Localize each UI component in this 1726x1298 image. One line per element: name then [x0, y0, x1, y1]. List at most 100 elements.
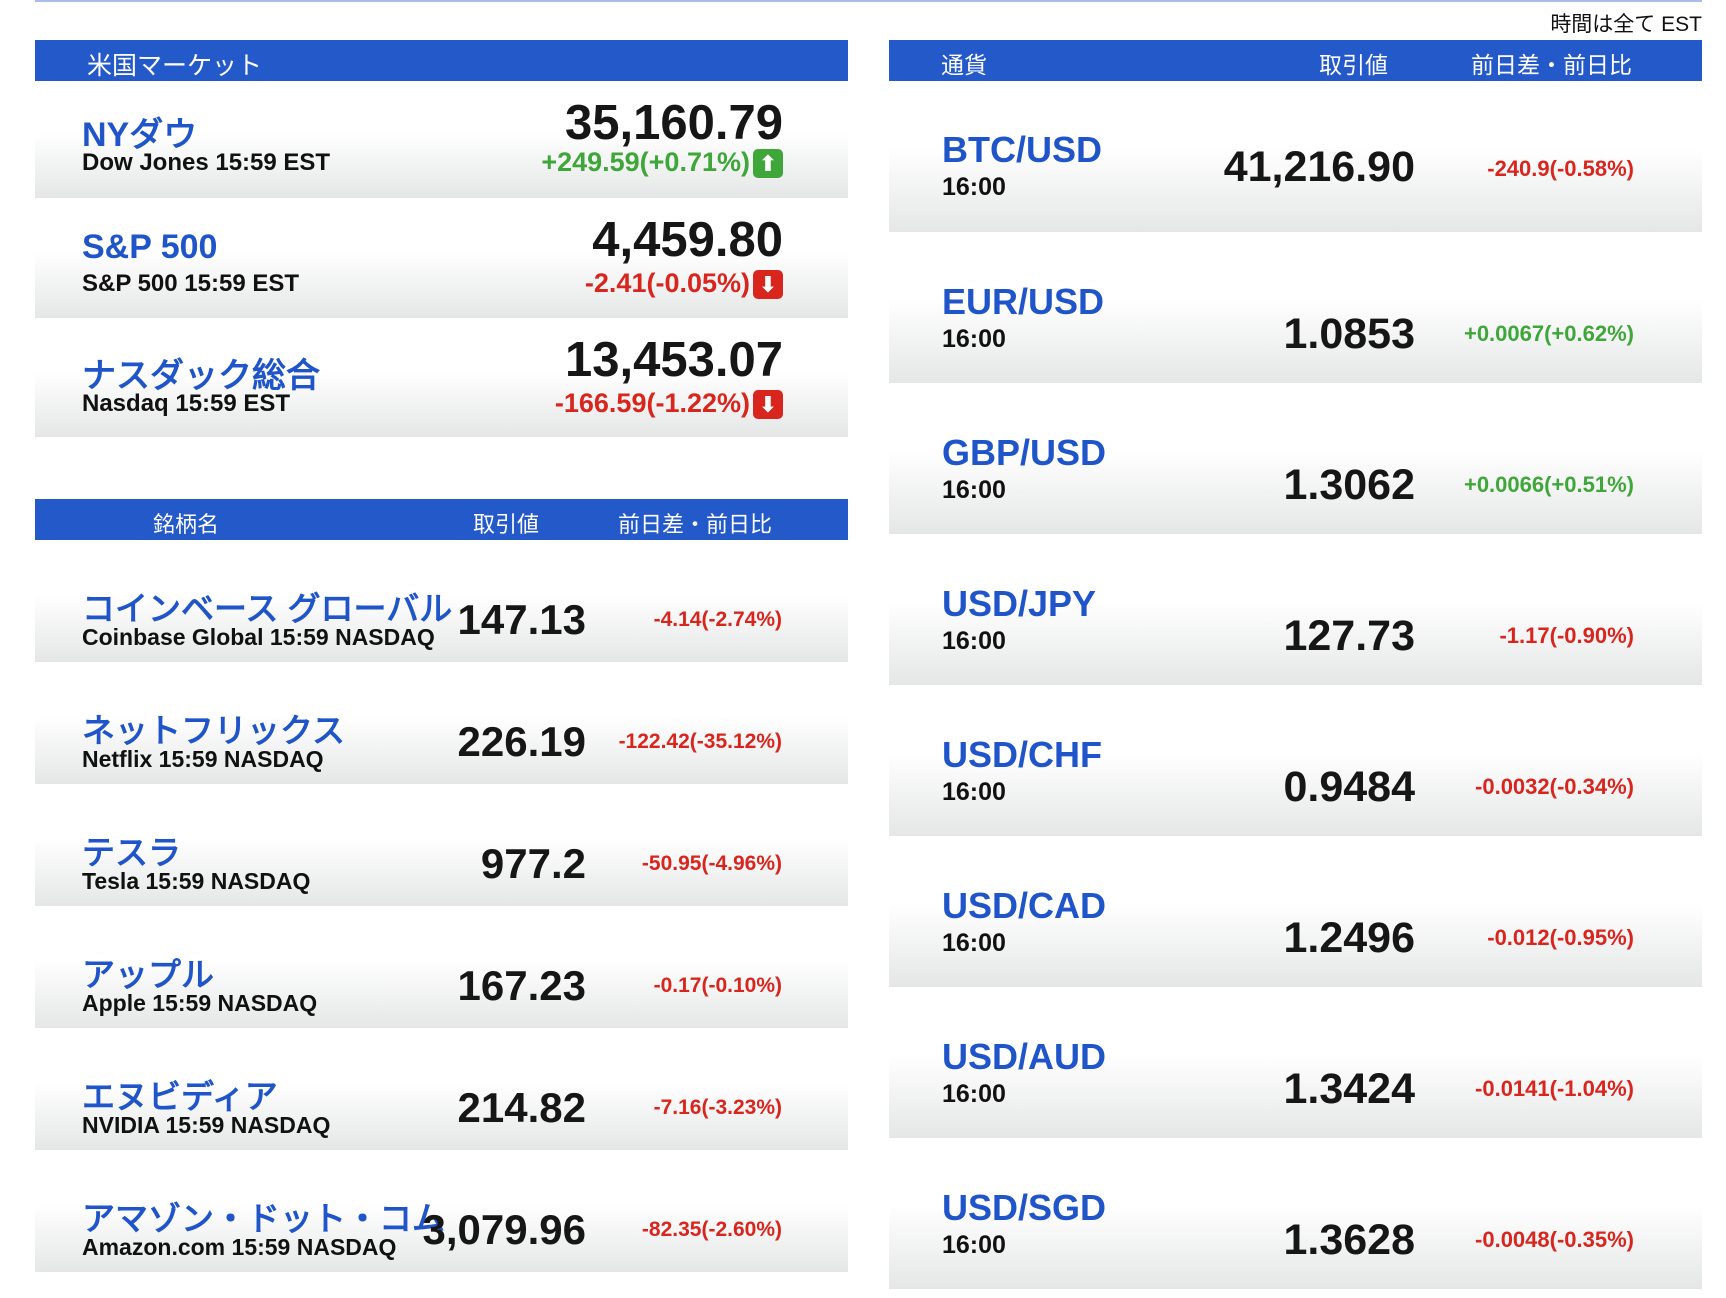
fx-time: 16:00 [942, 1080, 1006, 1108]
index-value: 4,459.80 [592, 213, 783, 267]
stock-row[interactable]: テスラ Tesla 15:59 NASDAQ 977.2 -50.95(-4.96%) [35, 784, 848, 906]
fx-time: 16:00 [942, 627, 1006, 655]
stock-name[interactable]: アップル [82, 956, 214, 993]
fx-value: 41,216.90 [1223, 143, 1415, 191]
fx-row[interactable]: USD/SGD 16:00 1.3628 -0.0048(-0.35%) [889, 1138, 1702, 1289]
fx-row[interactable]: EUR/USD 16:00 1.0853 +0.0067(+0.62%) [889, 232, 1702, 383]
index-row[interactable]: S&P 500 S&P 500 15:59 EST 4,459.80 -2.41(-0… [35, 198, 848, 318]
index-name[interactable]: ナスダック総合 [82, 357, 320, 395]
fx-time: 16:00 [942, 325, 1006, 353]
stock-change: -7.16(-3.23%) [653, 1096, 782, 1119]
index-change: +249.59(+0.71%) ⬆ [541, 147, 783, 179]
fx-change: -0.0032(-0.34%) [1475, 774, 1634, 799]
stock-row[interactable]: エヌビディア NVIDIA 15:59 NASDAQ 214.82 -7.16(-3.… [35, 1028, 848, 1150]
index-value: 13,453.07 [565, 333, 783, 387]
fx-pair[interactable]: USD/CAD [942, 885, 1107, 926]
index-change: -2.41(-0.05%) ⬇ [584, 268, 783, 300]
index-name[interactable]: S&P 500 [82, 228, 218, 266]
fx-change: +0.0067(+0.62%) [1463, 321, 1634, 346]
fx-row[interactable]: GBP/USD 16:00 1.3062 +0.0066(+0.51%) [889, 383, 1702, 534]
timezone-note: 時間は全て EST [1550, 13, 1702, 36]
fx-change: -240.9(-0.58%) [1487, 156, 1634, 181]
fx-panel: 通貨 取引値 前日差・前日比 BTC/USD 16:00 41,216.90 -240… [889, 40, 1702, 1289]
fx-value: 1.3628 [1283, 1216, 1415, 1264]
fx-row[interactable]: USD/JPY 16:00 127.73 -1.17(-0.90%) [889, 534, 1702, 685]
fx-pair[interactable]: USD/AUD [942, 1036, 1107, 1077]
top-divider [35, 0, 1702, 2]
arrow-up-icon: ⬆ [753, 149, 783, 179]
stock-subtitle: Amazon.com 15:59 NASDAQ [82, 1234, 397, 1260]
stock-name[interactable]: コインベース グローバル [82, 590, 453, 627]
fx-value: 1.2496 [1283, 914, 1415, 962]
index-subtitle: S&P 500 15:59 EST [82, 270, 300, 297]
us-market-panel: 米国マーケット NYダウ Dow Jones 15:59 EST 35,160.79… [35, 40, 848, 437]
fx-pair[interactable]: EUR/USD [942, 281, 1105, 322]
stock-change: -122.42(-35.12%) [618, 730, 782, 753]
stock-subtitle: Tesla 15:59 NASDAQ [82, 868, 311, 894]
index-subtitle: Nasdaq 15:59 EST [82, 390, 291, 417]
fx-header: 通貨 取引値 前日差・前日比 [889, 40, 1702, 81]
stock-value: 977.2 [480, 840, 586, 887]
stock-row[interactable]: コインベース グローバル Coinbase Global 15:59 NASDAQ… [35, 540, 848, 662]
stock-row[interactable]: アマゾン・ドット・コム Amazon.com 15:59 NASDAQ 3,079.… [35, 1150, 848, 1272]
stock-value: 167.23 [457, 962, 586, 1009]
stock-change: -4.14(-2.74%) [653, 608, 782, 631]
stock-name[interactable]: エヌビディア [82, 1078, 278, 1115]
stock-subtitle: Coinbase Global 15:59 NASDAQ [82, 624, 435, 650]
stocks-header: 銘柄名 取引値 前日差・前日比 [35, 499, 848, 540]
stock-subtitle: NVIDIA 15:59 NASDAQ [82, 1112, 331, 1138]
stock-value: 3,079.96 [422, 1206, 587, 1253]
fx-value: 1.3062 [1283, 461, 1415, 509]
stock-name[interactable]: ネットフリックス [82, 712, 346, 749]
fx-change: -0.0141(-1.04%) [1475, 1076, 1634, 1101]
stock-row[interactable]: ネットフリックス Netflix 15:59 NASDAQ 226.19 -122.4… [35, 662, 848, 784]
arrow-down-icon: ⬇ [753, 390, 783, 420]
fx-pair[interactable]: GBP/USD [942, 432, 1107, 473]
fx-time: 16:00 [942, 929, 1006, 957]
us-market-header: 米国マーケット [35, 40, 848, 81]
change-text: -166.59(-1.22%) [554, 388, 750, 418]
fx-row[interactable]: USD/CHF 16:00 0.9484 -0.0032(-0.34%) [889, 685, 1702, 836]
fx-value: 0.9484 [1283, 763, 1415, 811]
fx-row[interactable]: BTC/USD 16:00 41,216.90 -240.9(-0.58%) [889, 81, 1702, 232]
index-name[interactable]: NYダウ [82, 116, 198, 154]
col-value: 取引値 [473, 512, 540, 537]
col-value: 取引値 [1319, 52, 1388, 78]
change-text: -2.41(-0.05%) [584, 268, 750, 298]
fx-pair[interactable]: USD/JPY [942, 583, 1097, 624]
fx-row[interactable]: USD/CAD 16:00 1.2496 -0.012(-0.95%) [889, 836, 1702, 987]
fx-row[interactable]: USD/AUD 16:00 1.3424 -0.0141(-1.04%) [889, 987, 1702, 1138]
stock-name[interactable]: テスラ [82, 834, 181, 871]
fx-time: 16:00 [942, 476, 1006, 504]
col-change: 前日差・前日比 [1471, 52, 1632, 78]
stock-value: 214.82 [457, 1084, 586, 1131]
stocks-panel: 銘柄名 取引値 前日差・前日比 コインベース グローバル Coinbase Glo… [35, 499, 848, 1272]
fx-time: 16:00 [942, 778, 1006, 806]
stock-row[interactable]: アップル Apple 15:59 NASDAQ 167.23 -0.17(-0.10%… [35, 906, 848, 1028]
stock-name[interactable]: アマゾン・ドット・コム [82, 1200, 445, 1237]
fx-pair[interactable]: USD/CHF [942, 734, 1102, 775]
index-row[interactable]: NYダウ Dow Jones 15:59 EST 35,160.79 +249.59(… [35, 81, 848, 198]
fx-time: 16:00 [942, 173, 1006, 201]
fx-value: 1.0853 [1283, 310, 1415, 358]
us-market-title: 米国マーケット [87, 52, 263, 80]
fx-value: 1.3424 [1283, 1065, 1415, 1113]
stock-change: -0.17(-0.10%) [653, 974, 782, 997]
fx-pair[interactable]: USD/SGD [942, 1187, 1107, 1228]
stock-value: 147.13 [457, 596, 586, 643]
index-row[interactable]: ナスダック総合 Nasdaq 15:59 EST 13,453.07 -166.59(… [35, 318, 848, 437]
index-subtitle: Dow Jones 15:59 EST [82, 149, 331, 176]
fx-change: -1.17(-0.90%) [1499, 623, 1634, 648]
fx-change: -0.0048(-0.35%) [1475, 1227, 1634, 1252]
change-text: +249.59(+0.71%) [541, 147, 750, 177]
col-name: 銘柄名 [153, 512, 220, 537]
fx-value: 127.73 [1283, 612, 1415, 660]
col-change: 前日差・前日比 [618, 512, 773, 537]
fx-change: +0.0066(+0.51%) [1463, 472, 1634, 497]
index-change: -166.59(-1.22%) ⬇ [554, 388, 783, 420]
arrow-down-icon: ⬇ [753, 270, 783, 300]
fx-change: -0.012(-0.95%) [1487, 925, 1634, 950]
col-pair: 通貨 [941, 52, 987, 78]
stock-subtitle: Netflix 15:59 NASDAQ [82, 746, 324, 772]
fx-pair[interactable]: BTC/USD [942, 129, 1102, 170]
